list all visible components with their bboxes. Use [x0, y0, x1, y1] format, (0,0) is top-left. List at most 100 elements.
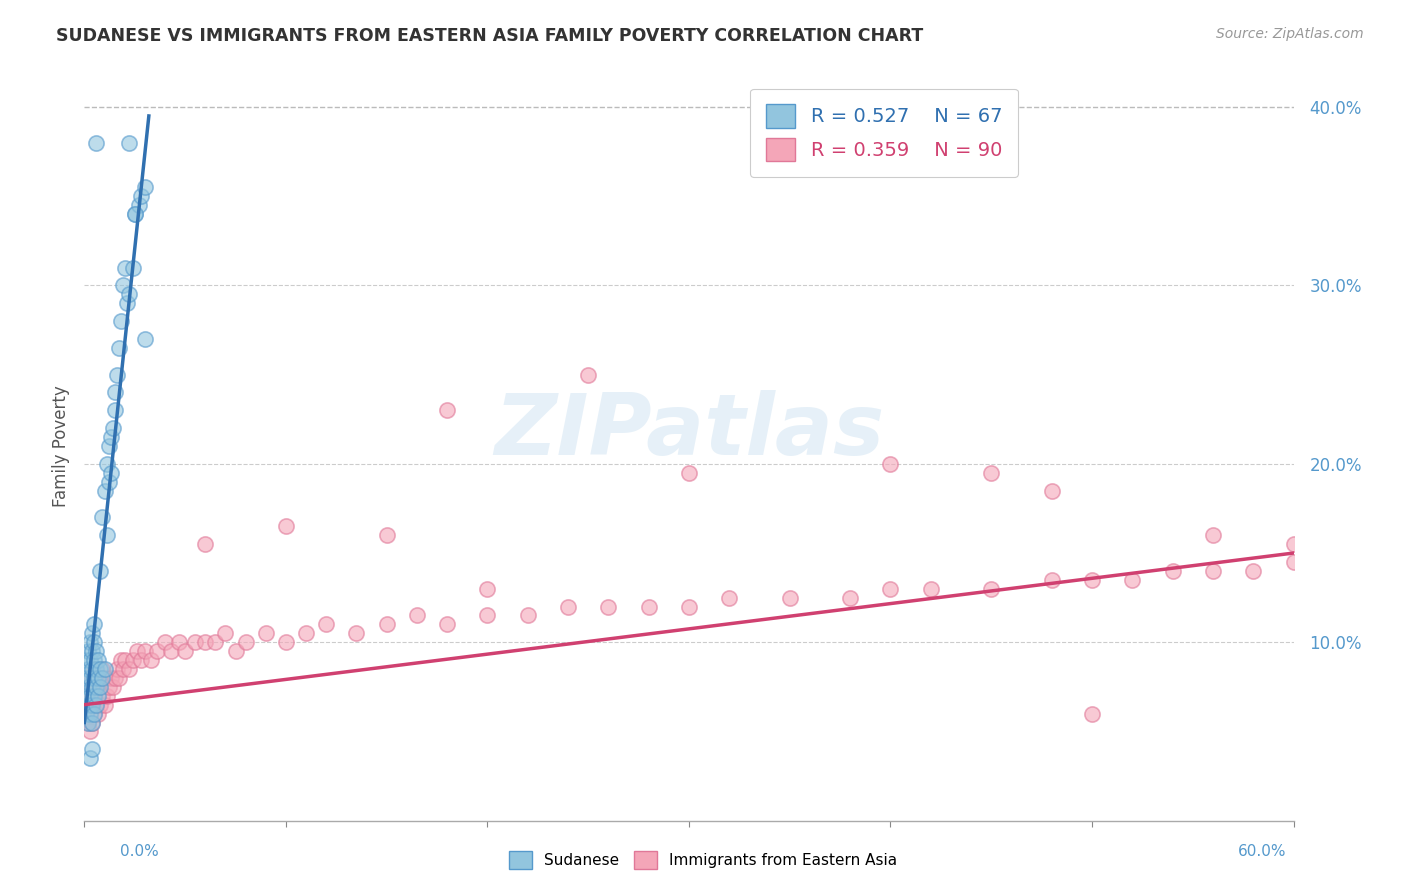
Point — [436, 403, 458, 417]
Point — [204, 635, 226, 649]
Point — [79, 689, 101, 703]
Point — [121, 260, 143, 275]
Point — [83, 653, 105, 667]
Point — [1081, 573, 1104, 587]
Point — [100, 671, 122, 685]
Point — [184, 635, 207, 649]
Point — [980, 582, 1002, 596]
Point — [114, 653, 136, 667]
Point — [105, 368, 128, 382]
Point — [79, 751, 101, 765]
Point — [83, 617, 105, 632]
Point — [225, 644, 247, 658]
Point — [97, 439, 120, 453]
Point — [100, 466, 122, 480]
Point — [104, 385, 127, 400]
Point — [160, 644, 183, 658]
Point — [86, 671, 108, 685]
Point — [879, 457, 901, 471]
Point — [274, 519, 297, 533]
Point — [79, 706, 101, 721]
Point — [125, 644, 148, 658]
Point — [1040, 483, 1063, 498]
Point — [637, 599, 659, 614]
Point — [79, 698, 101, 712]
Point — [82, 698, 104, 712]
Point — [406, 608, 429, 623]
Point — [82, 715, 104, 730]
Point — [121, 653, 143, 667]
Point — [718, 591, 741, 605]
Point — [1161, 564, 1184, 578]
Point — [124, 207, 146, 221]
Point — [91, 510, 114, 524]
Point — [980, 466, 1002, 480]
Point — [129, 189, 152, 203]
Point — [315, 617, 337, 632]
Point — [678, 599, 700, 614]
Point — [77, 680, 100, 694]
Point — [124, 207, 146, 221]
Point — [139, 653, 162, 667]
Text: Source: ZipAtlas.com: Source: ZipAtlas.com — [1216, 27, 1364, 41]
Point — [557, 599, 579, 614]
Point — [75, 706, 97, 721]
Point — [105, 662, 128, 676]
Point — [128, 198, 150, 212]
Point — [118, 287, 141, 301]
Point — [1282, 555, 1305, 569]
Point — [678, 466, 700, 480]
Point — [1121, 573, 1143, 587]
Point — [107, 671, 129, 685]
Point — [100, 430, 122, 444]
Point — [97, 475, 120, 489]
Point — [194, 537, 217, 551]
Point — [79, 653, 101, 667]
Text: ZIPatlas: ZIPatlas — [494, 390, 884, 473]
Point — [82, 626, 104, 640]
Point — [96, 457, 118, 471]
Point — [77, 715, 100, 730]
Point — [1040, 573, 1063, 587]
Point — [89, 671, 111, 685]
Point — [77, 689, 100, 703]
Point — [82, 680, 104, 694]
Point — [86, 698, 108, 712]
Point — [101, 421, 124, 435]
Y-axis label: Family Poverty: Family Poverty — [52, 385, 70, 507]
Point — [87, 689, 110, 703]
Point — [83, 706, 105, 721]
Point — [254, 626, 277, 640]
Point — [375, 528, 398, 542]
Point — [1241, 564, 1264, 578]
Point — [1282, 537, 1305, 551]
Point — [1202, 564, 1225, 578]
Point — [516, 608, 538, 623]
Point — [111, 662, 134, 676]
Point — [77, 662, 100, 676]
Point — [194, 635, 217, 649]
Point — [346, 626, 368, 640]
Point — [79, 680, 101, 694]
Text: 0.0%: 0.0% — [120, 845, 159, 859]
Point — [115, 296, 138, 310]
Point — [153, 635, 176, 649]
Point — [91, 662, 114, 676]
Point — [79, 635, 101, 649]
Point — [839, 591, 862, 605]
Point — [576, 368, 599, 382]
Point — [110, 653, 132, 667]
Point — [107, 341, 129, 355]
Point — [375, 617, 398, 632]
Point — [82, 662, 104, 676]
Text: SUDANESE VS IMMIGRANTS FROM EASTERN ASIA FAMILY POVERTY CORRELATION CHART: SUDANESE VS IMMIGRANTS FROM EASTERN ASIA… — [56, 27, 924, 45]
Point — [96, 689, 118, 703]
Point — [89, 662, 111, 676]
Point — [134, 644, 156, 658]
Point — [134, 332, 156, 346]
Point — [83, 662, 105, 676]
Point — [779, 591, 801, 605]
Point — [295, 626, 318, 640]
Point — [87, 680, 110, 694]
Point — [879, 582, 901, 596]
